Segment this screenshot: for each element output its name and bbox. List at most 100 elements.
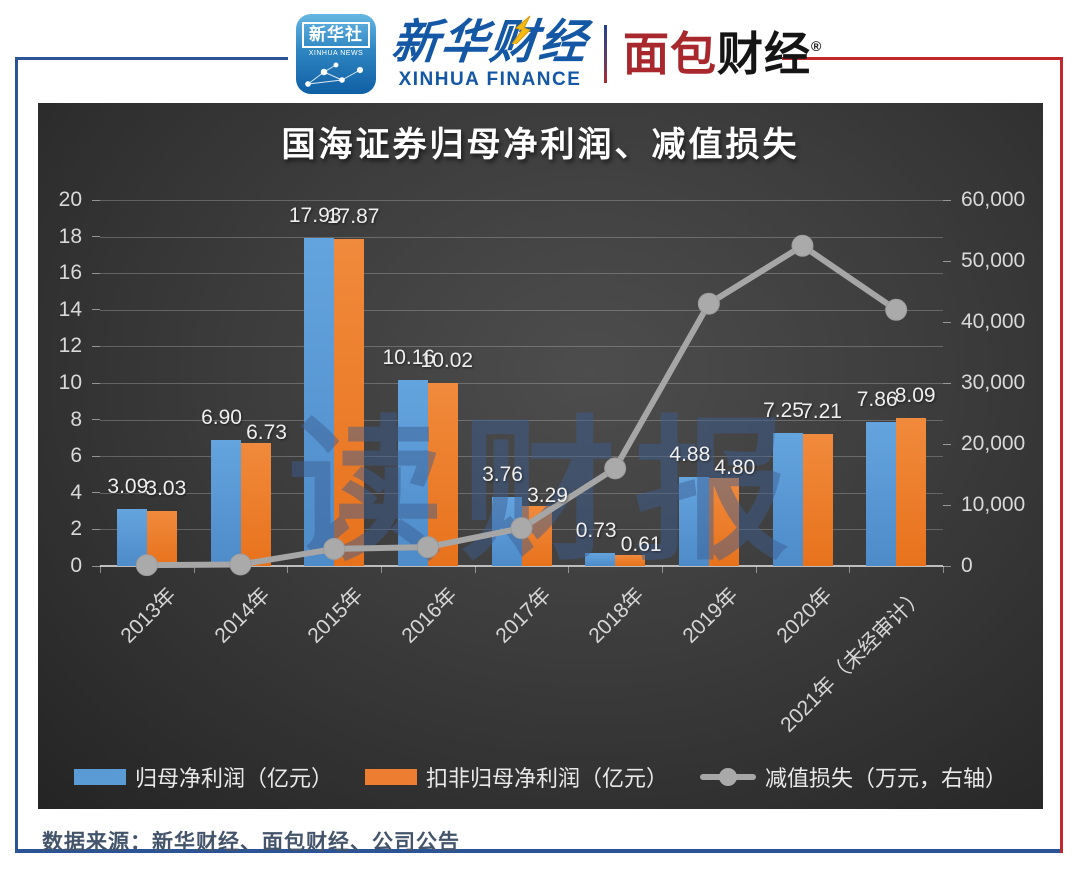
bar-deducted-net-profit	[240, 442, 271, 566]
y-axis-label-left: 6	[70, 444, 82, 468]
x-axis-tick	[287, 566, 289, 573]
y-axis-label-left: 4	[70, 480, 82, 504]
left-axis-tick	[92, 455, 100, 457]
registered-mark-icon: ®	[811, 38, 823, 54]
bar-label: 8.09	[894, 383, 936, 407]
chart-legend: 归母净利润（亿元） 扣非归母净利润（亿元） 减值损失（万元，右轴）	[38, 761, 1043, 793]
y-axis-label-right: 30,000	[961, 371, 1026, 394]
right-axis-tick	[943, 565, 951, 567]
y-axis-label-left: 14	[58, 297, 82, 321]
header-logos: 新华社 XINHUA NEWS 新华财经 XINHUA FINANCE 面包	[296, 10, 822, 98]
right-axis-tick	[943, 443, 951, 445]
bar-label: 6.73	[246, 420, 287, 444]
right-axis-tick	[943, 260, 951, 262]
bar-net-profit	[210, 439, 241, 566]
bar-deducted-net-profit	[802, 434, 833, 566]
x-axis-label: 2016年	[397, 583, 462, 648]
xinhua-finance-logo: 新华财经 XINHUA FINANCE	[389, 14, 591, 91]
bread-finance-logo: 面包财经®	[623, 29, 822, 79]
bar-net-profit	[304, 237, 335, 566]
bar-label: 7.21	[801, 400, 842, 424]
y-axis-label-left: 0	[70, 554, 82, 577]
frame-bottom-border	[15, 849, 1063, 853]
legend-bar-swatch	[73, 769, 126, 785]
bar-label: 3.09	[107, 475, 149, 499]
line-marker	[323, 537, 346, 560]
legend-line-swatch	[700, 767, 756, 787]
frame-top-right-border	[782, 57, 1063, 60]
x-axis-tick	[849, 566, 851, 573]
y-axis-label-right: 50,000	[961, 249, 1026, 272]
bar-label: 3.29	[527, 483, 568, 507]
xinhua-finance-cn: 新华财经	[389, 14, 591, 68]
bar-label: 0.61	[620, 532, 662, 556]
legend-label: 扣非归母净利润（亿元）	[425, 766, 668, 791]
bar-label: 7.86	[856, 388, 898, 412]
bar-label: 10.16	[382, 346, 436, 370]
plot-area: 0 2 4 6 8 10 12 14 16 18 20 0 10,000 20,000 30,000 40,0…	[59, 188, 1026, 737]
bread-finance-red-text: 面包	[623, 28, 717, 80]
line-marker	[791, 234, 814, 257]
left-axis-tick	[92, 419, 100, 421]
bar-deducted-net-profit	[708, 478, 739, 566]
left-axis-tick	[92, 345, 100, 347]
y-axis-label-right: 0	[961, 554, 973, 577]
legend-item: 扣非归母净利润（亿元）	[364, 761, 668, 793]
y-axis-label-right: 20,000	[961, 432, 1026, 455]
bar-net-profit	[397, 380, 428, 566]
left-axis-tick	[92, 528, 100, 530]
y-axis-label-left: 18	[58, 224, 82, 248]
lightning-icon	[511, 15, 531, 44]
gridline	[100, 383, 943, 384]
right-axis-tick	[943, 321, 951, 323]
bar-net-profit	[866, 422, 897, 566]
x-axis-line	[100, 565, 943, 567]
left-axis-tick	[92, 565, 100, 567]
left-axis-tick	[92, 236, 100, 238]
bar-label: 3.76	[482, 463, 523, 487]
xinhua-news-app-label: 新华社	[302, 22, 370, 48]
line-marker	[135, 554, 158, 577]
x-axis-tick	[100, 566, 101, 573]
header-divider	[604, 25, 607, 83]
y-axis-label-right: 40,000	[961, 310, 1026, 333]
frame-right-border	[1060, 57, 1063, 853]
bar-deducted-net-profit	[896, 417, 927, 566]
legend-label: 减值损失（万元，右轴）	[765, 766, 1008, 791]
right-axis-tick	[943, 199, 951, 201]
decorative-frame	[15, 57, 1063, 853]
impairment-loss-line	[135, 234, 908, 577]
legend-item: 归母净利润（亿元）	[73, 761, 333, 793]
line-marker	[416, 536, 439, 559]
legend-item: 减值损失（万元，右轴）	[700, 761, 1007, 793]
x-axis-label: 2013年	[116, 583, 181, 648]
line-marker	[510, 517, 533, 540]
network-dots-icon	[305, 62, 364, 87]
left-axis-tick	[92, 199, 100, 201]
y-axis-label-right: 10,000	[961, 493, 1026, 516]
data-source-text: 数据来源：新华财经、面包财经、公司公告	[42, 831, 460, 854]
x-axis-label: 2020年	[772, 583, 837, 648]
legend-bar-swatch	[364, 769, 417, 785]
x-axis-tick	[474, 566, 476, 573]
gridline	[100, 200, 943, 201]
x-axis-tick	[193, 566, 195, 573]
gridline	[100, 346, 943, 348]
x-axis-tick	[943, 566, 944, 573]
x-axis-tick	[381, 566, 382, 573]
line-marker	[604, 457, 627, 480]
bar-label: 17.87	[326, 204, 380, 228]
bar-label: 17.93	[288, 203, 342, 227]
xinhua-news-app-icon: 新华社 XINHUA NEWS	[296, 14, 376, 94]
y-axis-label-left: 10	[58, 371, 82, 394]
gridline	[100, 236, 943, 238]
left-axis-tick	[92, 492, 100, 494]
frame-top-left-border	[15, 57, 288, 60]
frame-left-border	[15, 57, 18, 853]
y-axis-label-right: 60,000	[961, 188, 1026, 211]
bar-deducted-net-profit	[334, 238, 365, 566]
left-axis-tick	[92, 309, 100, 311]
gridline	[100, 492, 943, 494]
right-axis-tick	[943, 504, 951, 506]
